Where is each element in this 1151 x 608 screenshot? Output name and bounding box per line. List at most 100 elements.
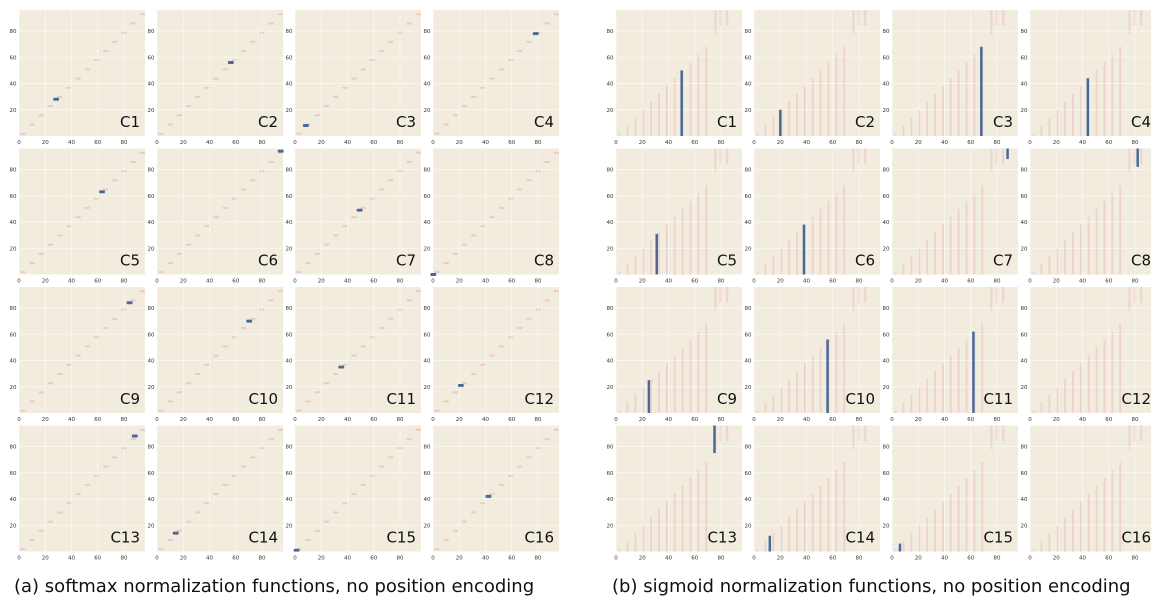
- pattern-bar: [894, 133, 897, 136]
- y-tick-label: 60: [148, 55, 155, 61]
- subplot-label: C12: [524, 390, 554, 408]
- pattern-cell: [231, 474, 238, 477]
- pattern-bar: [697, 193, 700, 275]
- pattern-bar: [835, 54, 838, 136]
- pattern-cell: [75, 493, 81, 496]
- y-tick-label: 80: [607, 29, 614, 35]
- subplot-c12: 0 20 40 60 80 20 40 60 80 C12: [1021, 287, 1151, 423]
- pattern-bar: [1103, 339, 1106, 413]
- pattern-bar: [764, 402, 767, 413]
- pattern-bar: [697, 54, 700, 136]
- y-tick-label: 60: [10, 55, 17, 61]
- y-tick-label: 40: [745, 359, 752, 365]
- y-tick-label: 80: [745, 168, 752, 174]
- y-tick-label: 60: [883, 194, 890, 200]
- pattern-cell: [195, 234, 201, 237]
- x-tick-label: 80: [994, 140, 1001, 146]
- y-tick-label: 20: [607, 385, 614, 391]
- pattern-cell: [305, 400, 311, 403]
- pattern-bar: [918, 386, 921, 413]
- pattern-bar: [934, 371, 936, 413]
- y-tick-label: 20: [286, 246, 293, 252]
- pattern-bar: [1140, 425, 1143, 442]
- y-tick-label: 40: [286, 497, 293, 503]
- pattern-bar: [1087, 355, 1090, 413]
- x-tick-label: 60: [829, 279, 836, 285]
- pattern-bar: [1056, 386, 1059, 413]
- pattern-cell: [305, 262, 311, 264]
- pattern-cell: [323, 382, 330, 385]
- y-tick-label: 20: [607, 108, 614, 114]
- pattern-cell: [369, 336, 376, 339]
- pattern-cell: [93, 197, 100, 200]
- x-tick-label: 80: [397, 140, 404, 146]
- pattern-cell: [195, 511, 201, 514]
- x-tick-label: 0: [293, 417, 297, 423]
- x-tick-label: 40: [206, 140, 213, 146]
- x-tick-label: 20: [915, 556, 922, 562]
- pattern-bar: [796, 509, 798, 552]
- x-tick-label: 40: [803, 417, 810, 423]
- pattern-bar: [1048, 117, 1051, 136]
- pattern-cell: [452, 252, 458, 255]
- pattern-bar: [1140, 148, 1143, 165]
- x-tick-label: 40: [344, 140, 351, 146]
- pattern-bar: [918, 109, 921, 136]
- pattern-bar: [827, 201, 830, 275]
- pattern-cell: [268, 22, 274, 25]
- pattern-bar: [673, 493, 676, 552]
- y-tick-label: 40: [10, 220, 17, 226]
- y-tick-label: 80: [424, 306, 431, 312]
- pattern-cell: [544, 22, 550, 25]
- x-tick-label: 40: [206, 279, 213, 285]
- highlight-mark: [655, 233, 658, 275]
- x-tick-label: 40: [68, 556, 75, 562]
- highlight-mark: [131, 434, 138, 438]
- pattern-bar: [626, 541, 629, 552]
- pattern-bar: [626, 264, 629, 275]
- x-tick-label: 80: [1132, 279, 1139, 285]
- x-tick-label: 0: [890, 417, 894, 423]
- pattern-bar: [1040, 541, 1043, 552]
- highlight-mark: [779, 109, 782, 136]
- pattern-bar: [681, 208, 684, 275]
- y-tick-label: 60: [286, 471, 293, 477]
- pattern-cell: [75, 216, 81, 219]
- pattern-bar: [973, 193, 976, 275]
- pattern-cell: [250, 317, 256, 320]
- x-tick-label: 20: [180, 279, 187, 285]
- subplot-label: C7: [993, 252, 1013, 270]
- x-tick-label: 80: [1132, 140, 1139, 146]
- x-tick-label: 0: [155, 417, 159, 423]
- pattern-cell: [20, 409, 26, 412]
- pattern-cell: [277, 428, 283, 431]
- x-tick-label: 80: [856, 279, 863, 285]
- pattern-bar: [965, 339, 968, 413]
- x-tick-label: 40: [941, 417, 948, 423]
- pattern-cell: [323, 520, 330, 523]
- pattern-cell: [379, 50, 385, 52]
- pattern-bar: [934, 509, 936, 552]
- pattern-bar: [1111, 54, 1114, 136]
- pattern-cell: [250, 40, 256, 43]
- pattern-bar: [1079, 501, 1082, 552]
- pattern-cell: [314, 114, 320, 117]
- pattern-cell: [204, 363, 210, 366]
- x-tick-label: 20: [456, 279, 463, 285]
- pattern-bar: [918, 248, 921, 275]
- pattern-bar: [819, 485, 822, 552]
- y-tick-label: 60: [745, 194, 752, 200]
- y-tick-label: 40: [607, 497, 614, 503]
- pattern-bar: [1048, 394, 1051, 413]
- y-tick-label: 20: [10, 523, 17, 529]
- pattern-cell: [342, 86, 348, 89]
- pattern-bar: [1040, 125, 1043, 136]
- pattern-bar: [650, 240, 653, 275]
- pattern-cell: [342, 225, 348, 228]
- pattern-cell: [507, 474, 514, 477]
- y-tick-label: 40: [286, 82, 293, 88]
- subplot-c7: 0 20 40 60 80 20 40 60 80 C7: [883, 148, 1018, 285]
- pattern-cell: [158, 548, 164, 551]
- pattern-cell: [20, 132, 26, 135]
- pattern-cell: [75, 77, 81, 80]
